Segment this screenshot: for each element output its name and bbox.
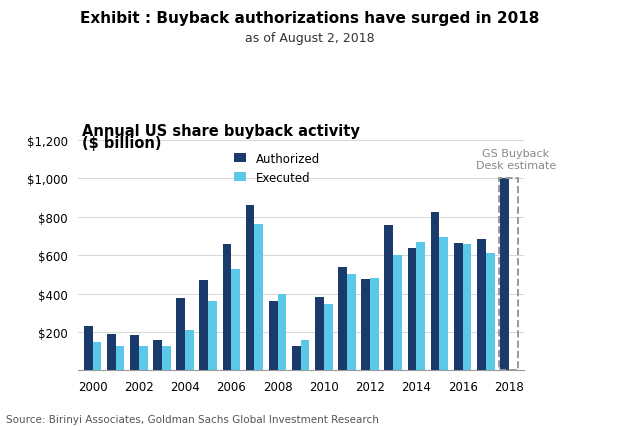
Bar <box>315 298 324 371</box>
Legend: Authorized, Executed: Authorized, Executed <box>231 149 323 188</box>
Bar <box>200 280 208 371</box>
Bar <box>292 347 301 371</box>
Bar <box>278 294 286 371</box>
Bar <box>301 340 309 371</box>
Bar <box>139 347 148 371</box>
Bar <box>499 179 518 371</box>
Bar <box>477 239 485 371</box>
Bar <box>185 331 194 371</box>
Bar <box>485 253 495 371</box>
Bar <box>440 237 448 371</box>
Text: Exhibit : Buyback authorizations have surged in 2018: Exhibit : Buyback authorizations have su… <box>81 11 539 26</box>
Bar <box>107 334 116 371</box>
Bar <box>269 302 278 371</box>
Bar <box>454 243 463 371</box>
Bar <box>231 269 240 371</box>
Bar <box>347 275 356 371</box>
Bar <box>246 206 254 371</box>
Bar <box>361 279 370 371</box>
Bar <box>463 244 471 371</box>
Bar <box>370 279 379 371</box>
Text: as of August 2, 2018: as of August 2, 2018 <box>245 32 375 45</box>
Bar <box>431 213 440 371</box>
Bar <box>254 225 264 371</box>
Bar <box>407 248 417 371</box>
Bar <box>162 346 170 371</box>
Bar <box>338 267 347 371</box>
Bar <box>130 335 139 371</box>
Bar <box>116 346 125 371</box>
Bar <box>208 302 217 371</box>
Bar <box>417 242 425 371</box>
Text: GS Buyback
Desk estimate: GS Buyback Desk estimate <box>476 148 556 170</box>
Bar <box>393 256 402 371</box>
Bar <box>84 326 92 371</box>
Bar <box>176 299 185 371</box>
Bar <box>324 305 332 371</box>
Bar <box>223 244 231 371</box>
Text: ($ billion): ($ billion) <box>82 136 161 151</box>
Text: Source: Birinyi Associates, Goldman Sachs Global Investment Research: Source: Birinyi Associates, Goldman Sach… <box>6 414 379 424</box>
Bar <box>92 342 101 371</box>
Bar <box>500 179 509 371</box>
Bar <box>153 340 162 371</box>
Text: Annual US share buyback activity: Annual US share buyback activity <box>82 123 360 138</box>
Bar <box>384 226 393 371</box>
